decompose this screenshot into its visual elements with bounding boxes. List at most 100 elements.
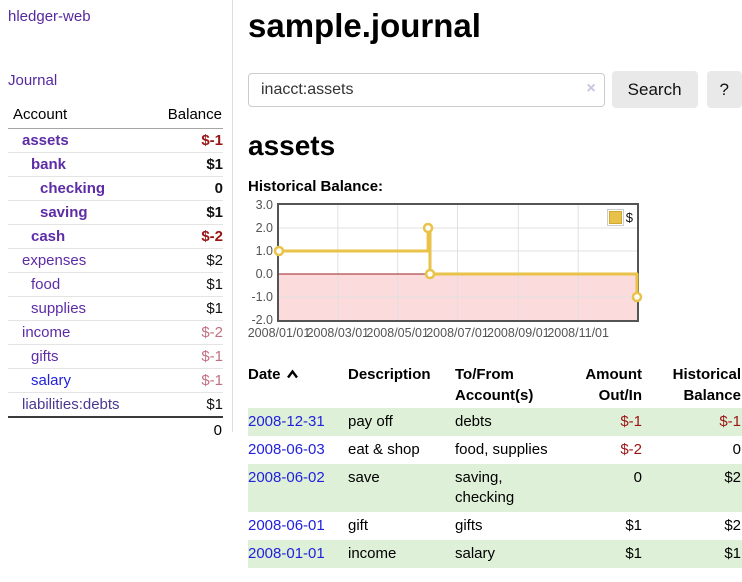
account-link[interactable]: income [22,324,71,341]
transaction-date-link[interactable]: 2008-12-31 [248,413,325,430]
transaction-balance: $-1 [719,413,741,430]
sidebar-item-journal[interactable]: Journal [8,72,58,89]
app-brand-link[interactable]: hledger-web [8,8,91,25]
account-link[interactable]: food [31,276,61,293]
transaction-description: eat & shop [348,441,420,458]
transaction-balance: $2 [724,469,741,486]
account-row: expenses $2 [8,248,223,273]
chart-legend: $ [606,209,633,226]
historical-balance-chart: $ 2008/01/01 2008/03/01 2008/05/01 2008/07/… [248,198,742,348]
transaction-balance: 0 [732,441,741,458]
account-row: bank $1 [8,152,223,177]
account-link[interactable]: saving [40,204,88,221]
x-axis-tick-label: 2008/03/01 [306,326,370,340]
accounts-header-account: Account [8,104,148,129]
transaction-date-link[interactable]: 2008-06-02 [248,469,325,486]
account-link[interactable]: gifts [31,348,59,365]
account-balance: $-1 [201,132,223,149]
transaction-amount: 0 [633,469,642,486]
y-axis-tick-label: -1.0 [251,290,273,304]
account-row: gifts $-1 [8,344,223,369]
search-input[interactable] [248,72,605,107]
account-row: salary $-1 [8,368,223,393]
chart-canvas [273,205,643,320]
transaction-description: income [348,545,397,562]
account-row: checking 0 [8,176,223,201]
transaction-amount: $-2 [620,441,642,458]
x-axis-tick-label: 2008/09/01 [487,326,550,340]
account-balance: $1 [148,272,223,297]
table-row: 2008-06-03 eat & shop food, supplies $-2… [248,436,742,464]
chart-plot-area: $ [273,203,643,322]
transaction-accounts: food, supplies [455,441,548,458]
account-balance: $1 [148,392,223,417]
account-row: food $1 [8,272,223,297]
x-axis-tick-label: 2008/11/01 [547,326,609,340]
account-link[interactable]: liabilities:debts [22,396,120,413]
y-axis-tick-label: 3.0 [255,198,273,212]
account-row: cash $-2 [8,224,223,249]
sidebar-account-rows: assets $-1 bank $1 checking 0 saving $1 … [8,129,223,417]
account-link[interactable]: expenses [22,252,87,269]
accounts-total-row: 0 [8,416,223,443]
x-axis-tick-label: 2008/01/01 [247,326,311,340]
accounts-table: Account Balance assets $-1 bank $1 check… [8,104,223,443]
account-balance: $-2 [148,320,223,345]
account-balance: $-1 [148,368,223,393]
table-row: 2008-06-01 gift gifts $1 $2 [248,512,742,540]
register-header-date[interactable]: Date [248,362,348,408]
accounts-header-balance: Balance [148,104,223,129]
transaction-amount: $1 [625,517,642,534]
account-link[interactable]: assets [22,132,69,149]
transaction-amount: $1 [625,545,642,562]
transaction-date-link[interactable]: 2008-06-01 [248,517,325,534]
account-balance: $1 [148,296,223,321]
clear-search-icon[interactable]: × [586,79,596,97]
transaction-accounts: saving, checking [455,469,515,506]
account-link[interactable]: salary [31,372,72,389]
accounts-table-header: Account Balance [8,104,223,129]
y-axis-tick-label: 0.0 [255,267,273,281]
help-button[interactable]: ? [706,71,742,108]
account-balance: $1 [148,152,223,177]
transaction-date-link[interactable]: 2008-06-03 [248,441,325,458]
transaction-accounts: gifts [455,517,483,534]
register-header-description: Description [348,366,431,383]
table-row: 2008-12-31 pay off debts $-1 $-1 [248,408,742,436]
y-axis-tick-label: 1.0 [255,244,273,258]
main-content: sample.journal × Search ? assets Histori… [248,0,742,568]
account-row: saving $1 [8,200,223,225]
x-axis-tick-label: 2008/07/01 [426,326,489,340]
page-title: sample.journal [248,7,481,44]
accounts-total-value: 0 [148,416,223,443]
transaction-amount: $-1 [620,413,642,430]
register-header-amount: Amount Out/In [585,366,642,404]
register-header-accounts: To/From Account(s) [455,366,534,404]
account-row: supplies $1 [8,296,223,321]
register-header-row: Date Description To/From Account(s) Amou… [248,362,742,408]
transaction-balance: $2 [724,517,741,534]
account-row: liabilities:debts $1 [8,392,223,417]
legend-label: $ [625,210,633,225]
transaction-description: pay off [348,413,393,430]
transaction-description: gift [348,517,369,534]
account-heading: assets [248,130,336,161]
search-form: × Search ? [248,71,742,108]
y-axis-tick-label: -2.0 [251,313,273,327]
transaction-balance: $1 [724,545,741,562]
account-balance: $-1 [148,344,223,369]
account-link[interactable]: checking [40,180,106,197]
register-rows: 2008-12-31 pay off debts $-1 $-1 2008-06… [248,408,742,568]
legend-swatch-icon [606,209,624,226]
transaction-description: save [348,469,380,486]
account-link[interactable]: supplies [31,300,87,317]
search-button[interactable]: Search [611,71,698,108]
transaction-date-link[interactable]: 2008-01-01 [248,545,325,562]
account-link[interactable]: bank [31,156,67,173]
account-link[interactable]: cash [31,228,66,245]
account-balance: $2 [148,248,223,273]
account-balance: $1 [148,200,223,225]
sort-asc-icon [286,369,298,379]
register-table: Date Description To/From Account(s) Amou… [248,362,742,568]
register-header-balance: Historical Balance [672,366,741,404]
